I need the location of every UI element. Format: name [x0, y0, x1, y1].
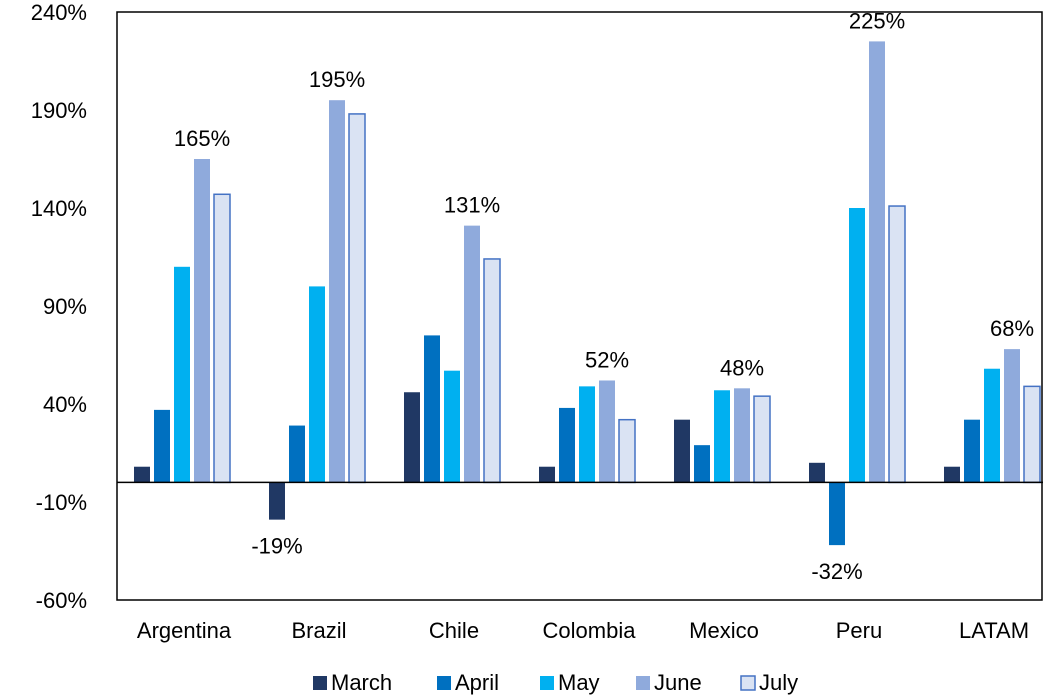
bar-mexico-june [734, 388, 750, 483]
bar-chile-june [464, 225, 480, 483]
bar-peru-may [849, 208, 865, 483]
legend-label-june: June [654, 670, 702, 695]
bar-argentina-march [134, 466, 150, 483]
axes-layer: -60% -10% 40% 90% 140% 190% 240% Argentina Brazi… [31, 0, 1043, 643]
bar-latam-march [944, 466, 960, 483]
data-label-argentina-june: 165% [174, 126, 230, 151]
legend-label-april: April [455, 670, 499, 695]
y-tick-label: 190% [31, 98, 87, 123]
y-tick-label: 140% [31, 196, 87, 221]
bar-peru-april [829, 482, 845, 546]
bar-chile-april [424, 335, 440, 483]
bar-latam-april [964, 419, 980, 483]
bar-brazil-june [329, 100, 345, 483]
data-label-colombia-june: 52% [585, 347, 629, 372]
bar-brazil-march [269, 482, 285, 520]
data-labels-layer: 165% -19% 195% 131% 52% 48% -32% 225% 68% [174, 8, 1034, 584]
bar-peru-march [809, 462, 825, 483]
data-label-chile-june: 131% [444, 193, 500, 218]
bar-mexico-march [674, 419, 690, 483]
bar-chile-may [444, 370, 460, 483]
x-tick-label-brazil: Brazil [291, 618, 346, 643]
legend-swatch-july [740, 675, 756, 691]
bar-mexico-may [714, 390, 730, 483]
plot-frame [116, 11, 1043, 601]
bar-mexico-april [694, 445, 710, 483]
x-tick-label-peru: Peru [836, 618, 882, 643]
legend-label-july: July [759, 670, 798, 695]
legend-swatch-march [313, 676, 327, 690]
bar-mexico-july [753, 395, 771, 484]
bar-brazil-april [289, 425, 305, 483]
y-tick-label: -10% [36, 490, 87, 515]
bar-chile-july [483, 258, 501, 484]
bar-colombia-april [559, 407, 575, 483]
data-label-peru-april: -32% [811, 559, 862, 584]
y-tick-label: 40% [43, 392, 87, 417]
bar-brazil-july [348, 113, 366, 484]
bar-colombia-march [539, 466, 555, 483]
legend-swatch-may [540, 676, 554, 690]
data-label-peru-june: 225% [849, 8, 905, 33]
legend-label-may: May [558, 670, 600, 695]
x-tick-label-latam: LATAM [959, 618, 1029, 643]
data-label-brazil-march: -19% [251, 534, 302, 559]
x-tick-label-chile: Chile [429, 618, 479, 643]
bar-peru-july [888, 205, 906, 484]
bar-brazil-may [309, 286, 325, 483]
y-tick-label: 90% [43, 294, 87, 319]
bar-latam-july [1023, 385, 1041, 484]
bar-latam-may [984, 368, 1000, 483]
bar-latam-june [1004, 349, 1020, 483]
bar-argentina-april [154, 409, 170, 483]
y-tick-label: -60% [36, 588, 87, 613]
bar-colombia-may [579, 386, 595, 483]
bar-colombia-june [599, 380, 615, 483]
bar-argentina-june [194, 159, 210, 483]
bar-argentina-may [174, 266, 190, 483]
bar-peru-june [869, 41, 885, 483]
bars-layer [134, 41, 1041, 546]
x-tick-label-argentina: Argentina [137, 618, 232, 643]
legend-swatch-june [636, 676, 650, 690]
legend-label-march: March [331, 670, 392, 695]
x-tick-label-mexico: Mexico [689, 618, 759, 643]
data-label-brazil-june: 195% [309, 67, 365, 92]
bar-chile-march [404, 392, 420, 483]
x-tick-label-colombia: Colombia [543, 618, 637, 643]
bar-argentina-july [213, 193, 231, 484]
data-label-latam-june: 68% [990, 316, 1034, 341]
legend: March April May June July [313, 670, 798, 695]
y-tick-label: 240% [31, 0, 87, 25]
bar-colombia-july [618, 418, 636, 484]
data-label-mexico-june: 48% [720, 355, 764, 380]
legend-swatch-april [437, 676, 451, 690]
